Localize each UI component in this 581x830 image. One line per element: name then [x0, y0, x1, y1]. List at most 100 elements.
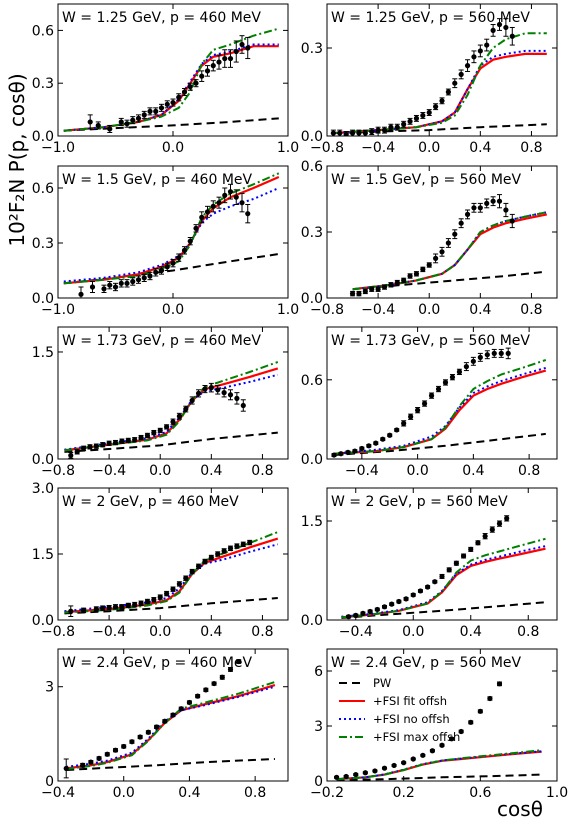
data-point	[181, 247, 188, 253]
data-point	[410, 756, 416, 762]
data-point	[349, 291, 356, 297]
series-line	[333, 369, 547, 455]
data-point	[349, 130, 356, 136]
data-point	[504, 515, 510, 521]
y-tick-label: 3.0	[32, 481, 54, 497]
data-point	[176, 94, 182, 100]
data-point	[219, 674, 225, 680]
y-tick-label: 3	[45, 680, 54, 696]
panel-9: −0.4 0.0 0.4 0.8 0 3 W = 2.4 GeV, p = 460 MeV	[41, 648, 289, 801]
data-point	[401, 277, 407, 283]
data-point	[477, 205, 483, 211]
data-point	[187, 84, 193, 90]
data-point	[130, 117, 136, 123]
panel-7: −0.8 −0.4 0.0 0.4 0.8 0.0 1.5 3.0 W = 2 GeV, p =…	[32, 481, 289, 640]
data-point	[80, 607, 87, 613]
data-point	[477, 354, 483, 360]
data-point	[158, 105, 165, 111]
series-line	[66, 681, 276, 771]
x-tick-label: 0.6	[469, 785, 491, 801]
data-point	[330, 130, 336, 136]
x-tick-label: −0.4	[361, 302, 395, 318]
x-tick-label: 0.0	[113, 785, 135, 801]
data-point	[227, 55, 234, 62]
panel-title: W = 1.73 GeV, p = 460 MeV	[62, 333, 261, 349]
series-line	[63, 175, 280, 285]
series-line	[341, 545, 546, 618]
data-point	[435, 386, 442, 392]
plot-area	[331, 347, 547, 458]
data-point	[446, 567, 452, 573]
data-point	[222, 192, 228, 198]
x-tick-label: −0.8	[41, 463, 75, 479]
panel-title: W = 1.5 GeV, p = 560 MeV	[331, 172, 522, 188]
data-point	[391, 762, 397, 769]
data-point	[463, 364, 469, 370]
y-tick-label: 0.0	[301, 452, 323, 468]
x-tick-label: 0.8	[251, 463, 273, 479]
data-point	[394, 427, 400, 433]
data-point	[96, 755, 102, 761]
data-point	[151, 430, 157, 436]
plot-frame	[57, 648, 289, 782]
data-point	[125, 437, 131, 444]
data-point	[121, 743, 127, 750]
series-line	[66, 758, 275, 771]
data-point	[345, 449, 351, 455]
x-tick-label: 0.4	[200, 463, 222, 479]
x-tick-label: −0.4	[361, 140, 395, 156]
data-point	[477, 48, 483, 54]
data-point	[170, 419, 176, 425]
data-point	[360, 610, 366, 617]
y-tick-label: 0.0	[32, 452, 54, 468]
series-line	[63, 27, 280, 132]
data-point	[415, 407, 421, 413]
data-point	[119, 604, 125, 610]
data-point	[124, 121, 130, 127]
data-point	[170, 712, 176, 718]
panel-2: −0.8 −0.4 0.0 0.4 0.8 0.0 0.3 W = 1.25 GeV, p =…	[301, 3, 558, 156]
data-point	[202, 558, 208, 565]
data-point	[448, 736, 455, 742]
data-point	[87, 119, 93, 125]
data-point	[428, 393, 435, 399]
data-point	[193, 225, 199, 231]
data-point	[236, 658, 242, 665]
plot-frame	[57, 326, 289, 460]
data-point	[68, 452, 74, 459]
data-point	[333, 774, 340, 780]
data-point	[367, 608, 373, 615]
data-point	[420, 112, 426, 119]
series-line	[341, 547, 546, 619]
data-point	[216, 200, 222, 206]
series-line	[66, 684, 276, 770]
data-point	[372, 768, 378, 774]
data-point	[421, 400, 428, 407]
data-point	[63, 765, 69, 772]
x-tick-label: 0.4	[462, 463, 484, 479]
data-point	[381, 604, 388, 610]
data-point	[413, 115, 420, 121]
data-point	[95, 122, 101, 129]
data-point	[452, 231, 458, 237]
data-point	[118, 280, 124, 286]
data-point	[338, 451, 344, 457]
data-point	[381, 284, 388, 290]
data-point	[211, 680, 217, 687]
x-tick-label: −1.0	[41, 140, 75, 156]
series-line	[64, 543, 279, 613]
data-point	[176, 413, 182, 419]
data-point	[470, 358, 476, 364]
x-tick-label: 0.2	[393, 785, 415, 801]
figure-ylabel: 10²F₂N P(p, cosθ)	[5, 73, 29, 246]
data-point	[394, 124, 400, 130]
data-point	[389, 601, 395, 607]
data-point	[204, 68, 211, 74]
legend-label: PW	[373, 676, 391, 690]
data-point	[396, 598, 402, 605]
y-tick-label: 0.6	[301, 159, 323, 175]
y-tick-label: 0.0	[32, 291, 54, 307]
data-point	[170, 99, 176, 106]
data-point	[195, 390, 202, 396]
data-point	[141, 275, 147, 281]
